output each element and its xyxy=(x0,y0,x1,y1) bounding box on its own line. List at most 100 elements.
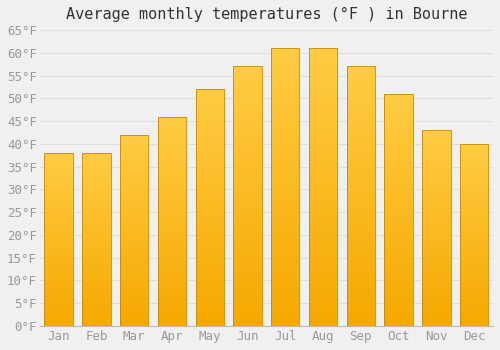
Bar xyxy=(82,203,110,205)
Bar xyxy=(44,167,73,168)
Bar xyxy=(196,184,224,186)
Bar xyxy=(44,241,73,243)
Bar xyxy=(384,245,413,247)
Bar xyxy=(82,198,110,199)
Bar xyxy=(422,130,450,132)
Bar xyxy=(460,273,488,275)
Bar xyxy=(346,170,375,173)
Bar xyxy=(346,116,375,118)
Bar xyxy=(120,221,148,223)
Bar xyxy=(158,177,186,179)
Bar xyxy=(422,257,450,259)
Bar xyxy=(309,290,337,293)
Bar xyxy=(384,224,413,226)
Bar xyxy=(196,236,224,238)
Bar xyxy=(158,194,186,196)
Bar xyxy=(234,313,262,315)
Bar xyxy=(309,195,337,198)
Bar xyxy=(346,134,375,136)
Bar xyxy=(82,262,110,264)
Bar xyxy=(384,323,413,326)
Bar xyxy=(120,236,148,238)
Bar xyxy=(120,152,148,154)
Bar xyxy=(346,209,375,212)
Bar xyxy=(384,173,413,175)
Bar xyxy=(422,322,450,324)
Bar xyxy=(234,194,262,196)
Bar xyxy=(234,131,262,134)
Bar xyxy=(309,320,337,323)
Bar xyxy=(44,224,73,226)
Bar xyxy=(120,158,148,160)
Bar xyxy=(384,177,413,180)
Bar xyxy=(44,227,73,229)
Bar xyxy=(82,181,110,182)
Bar xyxy=(234,124,262,126)
Bar xyxy=(234,227,262,230)
Bar xyxy=(422,224,450,226)
Bar xyxy=(346,111,375,113)
Bar xyxy=(346,214,375,217)
Bar xyxy=(271,159,300,162)
Bar xyxy=(44,234,73,236)
Bar xyxy=(196,300,224,302)
Bar xyxy=(346,98,375,100)
Bar xyxy=(460,324,488,326)
Bar xyxy=(309,57,337,60)
Bar xyxy=(384,254,413,256)
Bar xyxy=(384,133,413,135)
Bar xyxy=(196,153,224,155)
Bar xyxy=(44,321,73,322)
Bar xyxy=(460,217,488,218)
Bar xyxy=(196,210,224,212)
Bar xyxy=(309,279,337,281)
Bar xyxy=(82,293,110,295)
Bar xyxy=(460,251,488,253)
Bar xyxy=(196,189,224,191)
Bar xyxy=(422,144,450,146)
Bar xyxy=(422,136,450,138)
Bar xyxy=(158,169,186,171)
Bar xyxy=(234,289,262,292)
Bar xyxy=(346,149,375,152)
Bar xyxy=(196,205,224,208)
Bar xyxy=(384,210,413,212)
Bar xyxy=(460,186,488,188)
Bar xyxy=(422,244,450,246)
Bar xyxy=(460,166,488,168)
Bar xyxy=(196,125,224,127)
Bar xyxy=(384,219,413,222)
Bar xyxy=(82,179,110,181)
Bar xyxy=(158,225,186,228)
Bar xyxy=(422,150,450,152)
Bar xyxy=(44,296,73,298)
Bar xyxy=(384,119,413,122)
Bar xyxy=(271,76,300,79)
Bar xyxy=(346,315,375,318)
Bar xyxy=(234,144,262,147)
Bar xyxy=(44,265,73,267)
Bar xyxy=(82,184,110,186)
Bar xyxy=(384,203,413,205)
Bar xyxy=(460,250,488,251)
Bar xyxy=(346,269,375,271)
Bar xyxy=(82,276,110,278)
Bar xyxy=(271,156,300,159)
Bar xyxy=(422,169,450,171)
Bar xyxy=(234,302,262,305)
Bar xyxy=(384,273,413,275)
Bar xyxy=(346,266,375,269)
Bar xyxy=(44,288,73,289)
Bar xyxy=(460,315,488,317)
Bar xyxy=(158,294,186,296)
Bar xyxy=(120,200,148,202)
Bar xyxy=(120,299,148,301)
Bar xyxy=(82,214,110,215)
Bar xyxy=(460,260,488,262)
Bar xyxy=(422,209,450,210)
Bar xyxy=(346,206,375,209)
Bar xyxy=(158,175,186,177)
Bar xyxy=(422,152,450,154)
Bar xyxy=(82,253,110,255)
Bar xyxy=(384,198,413,201)
